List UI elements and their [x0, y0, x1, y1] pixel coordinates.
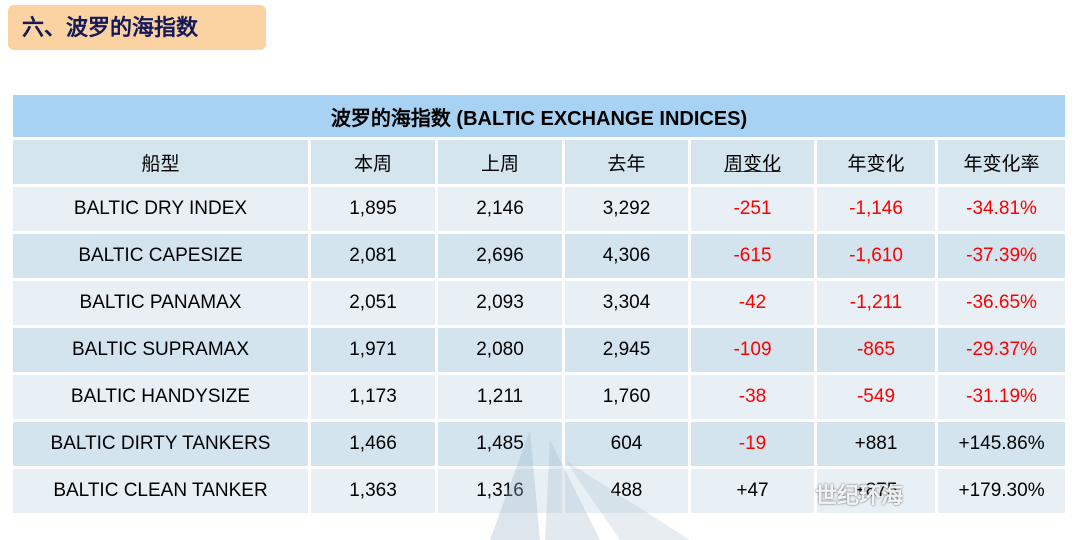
- cell: +179.30%: [934, 466, 1069, 516]
- cell: 3,304: [562, 278, 691, 328]
- table-row: BALTIC SUPRAMAX 1,971 2,080 2,945 -109 -865 -2…: [10, 325, 1069, 375]
- cell: -615: [688, 231, 817, 281]
- cell: -42: [688, 278, 817, 328]
- table-row: BALTIC CAPESIZE 2,081 2,696 4,306 -615 -1,610…: [10, 231, 1069, 281]
- column-header: 上周: [435, 137, 565, 187]
- cell: 1,895: [308, 184, 438, 234]
- cell: 3,292: [562, 184, 691, 234]
- column-header: 船型: [10, 137, 311, 187]
- cell: -19: [688, 419, 817, 469]
- header-row: 船型 本周 上周 去年 周变化 年变化 年变化率: [10, 137, 1069, 187]
- cell: 2,081: [308, 231, 438, 281]
- cell: -29.37%: [934, 325, 1069, 375]
- watermark-logo: [490, 430, 690, 540]
- cell: 1,211: [435, 372, 565, 422]
- table-row: BALTIC CLEAN TANKER 1,363 1,316 488 +47 +875 +…: [10, 466, 1069, 516]
- vessel-type: BALTIC DIRTY TANKERS: [10, 419, 311, 469]
- table-title: 波罗的海指数 (BALTIC EXCHANGE INDICES): [9, 92, 1069, 140]
- cell: -251: [688, 184, 817, 234]
- cell: -1,146: [814, 184, 938, 234]
- cell: -31.19%: [934, 372, 1069, 422]
- cell: 1,971: [308, 325, 438, 375]
- cell: -1,610: [814, 231, 938, 281]
- column-header: 本周: [308, 137, 438, 187]
- cell: -38: [688, 372, 817, 422]
- column-header-text: 船型: [141, 153, 180, 175]
- cell: -549: [814, 372, 938, 422]
- cell: 4,306: [562, 231, 691, 281]
- cell: 2,696: [435, 231, 565, 281]
- cell: +881: [814, 419, 938, 469]
- cell: 2,080: [435, 325, 565, 375]
- cell: +47: [688, 466, 817, 516]
- column-header-text: 年变化率: [963, 153, 1040, 175]
- column-header-text: 去年: [607, 153, 646, 175]
- cell: 1,173: [308, 372, 438, 422]
- cell: +145.86%: [934, 419, 1069, 469]
- table-body: BALTIC DRY INDEX 1,895 2,146 3,292 -251 -1,14…: [10, 184, 1069, 516]
- vessel-type: BALTIC PANAMAX: [10, 278, 311, 328]
- column-header-text: 周变化: [723, 153, 781, 175]
- cell: +875: [814, 466, 938, 516]
- cell: 1,316: [435, 466, 565, 516]
- table-row: BALTIC DRY INDEX 1,895 2,146 3,292 -251 -1,14…: [10, 184, 1069, 234]
- table-row: BALTIC PANAMAX 2,051 2,093 3,304 -42 -1,211 -3…: [10, 278, 1069, 328]
- cell: -36.65%: [934, 278, 1069, 328]
- cell: -37.39%: [934, 231, 1069, 281]
- section-title: 六、波罗的海指数: [8, 5, 266, 50]
- column-header: 年变化率: [934, 137, 1069, 187]
- cell: 604: [562, 419, 691, 469]
- cell: 2,945: [562, 325, 691, 375]
- cell: 488: [562, 466, 691, 516]
- title-row: 波罗的海指数 (BALTIC EXCHANGE INDICES): [9, 92, 1069, 140]
- table-row: BALTIC DIRTY TANKERS 1,466 1,485 604 -19 +881…: [10, 419, 1069, 469]
- cell: 1,466: [308, 419, 438, 469]
- vessel-type: BALTIC CAPESIZE: [10, 231, 311, 281]
- indices-table: 波罗的海指数 (BALTIC EXCHANGE INDICES) 船型 本周 上周 去…: [9, 92, 1069, 516]
- table-row: BALTIC HANDYSIZE 1,173 1,211 1,760 -38 -549 -3…: [10, 372, 1069, 422]
- cell: 2,051: [308, 278, 438, 328]
- column-header: 去年: [562, 137, 691, 187]
- column-header: 周变化: [688, 137, 817, 187]
- column-header-text: 年变化: [847, 153, 905, 175]
- cell: 2,093: [435, 278, 565, 328]
- cell: -1,211: [814, 278, 938, 328]
- vessel-type: BALTIC CLEAN TANKER: [10, 466, 311, 516]
- vessel-type: BALTIC DRY INDEX: [10, 184, 311, 234]
- column-header-text: 本周: [353, 153, 392, 175]
- cell: -34.81%: [934, 184, 1069, 234]
- column-header-text: 上周: [480, 153, 519, 175]
- watermark: 世纪环海: [815, 483, 904, 508]
- cell: 1,485: [435, 419, 565, 469]
- vessel-type: BALTIC HANDYSIZE: [10, 372, 311, 422]
- cell: 1,363: [308, 466, 438, 516]
- cell: -865: [814, 325, 938, 375]
- cell: 2,146: [435, 184, 565, 234]
- column-header: 年变化: [814, 137, 938, 187]
- cell: 1,760: [562, 372, 691, 422]
- vessel-type: BALTIC SUPRAMAX: [10, 325, 311, 375]
- cell: -109: [688, 325, 817, 375]
